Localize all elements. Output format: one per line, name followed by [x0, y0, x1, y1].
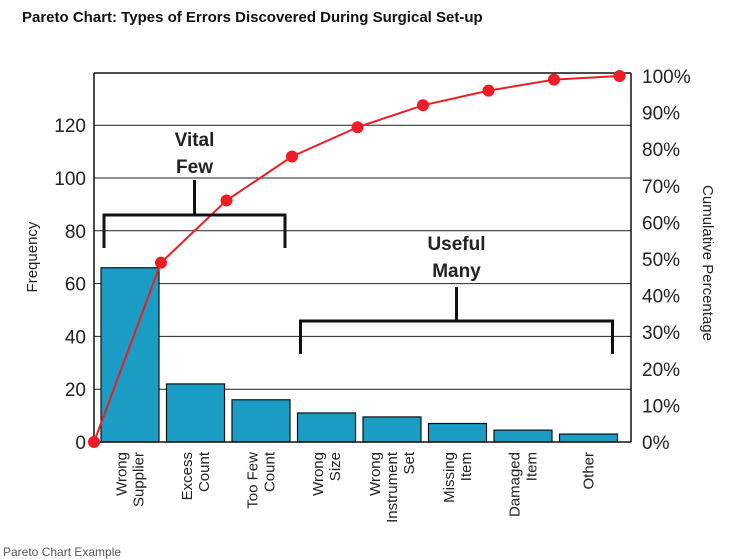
cumulative-point	[417, 99, 429, 112]
annotation-text: Vital	[175, 130, 215, 151]
bar	[493, 429, 553, 443]
y2-tick-label: 80%	[642, 140, 680, 161]
cumulative-point	[613, 70, 626, 82]
chart-title: Pareto Chart: Types of Errors Discovered…	[22, 9, 483, 26]
category-label-line: Wrong	[367, 452, 384, 496]
y-tick-label: 120	[54, 116, 86, 137]
category-label-line: Count	[196, 451, 213, 492]
annotation-bracket: Vital Few	[102, 130, 287, 248]
category-label: Wrong Supplier	[114, 452, 148, 507]
bar	[427, 422, 488, 443]
category-label: Other	[581, 452, 598, 490]
cumulative-point	[482, 84, 495, 97]
cumulative-point	[155, 256, 167, 269]
y-tick-label: 20	[65, 380, 86, 401]
bracket-line	[299, 319, 614, 354]
category-label: Too Few Count	[245, 451, 279, 509]
annotation-bracket: Useful Many	[299, 234, 614, 354]
y2-tick-label: 20%	[642, 360, 680, 381]
cumulative-point	[548, 73, 560, 86]
bar	[296, 412, 357, 443]
bar	[100, 267, 160, 443]
category-label-line: Instrument	[384, 451, 401, 523]
bars	[100, 267, 619, 443]
category-label-line: Item	[458, 452, 475, 481]
y-tick-label: 100	[54, 169, 86, 190]
bar	[231, 399, 291, 443]
category-label: Missing Item	[441, 452, 475, 503]
y2-tick-label: 10%	[642, 396, 680, 417]
category-label: Excess Count	[179, 451, 213, 500]
category-labels: Wrong Supplier Excess Count Too Few Count Wron…	[114, 451, 598, 523]
category-label-line: Wrong	[114, 452, 131, 496]
y2-tick-label: 90%	[642, 104, 680, 125]
grid-lines	[94, 124, 631, 390]
category-label: Damaged Item	[507, 452, 541, 517]
y-tick-label: 60	[65, 275, 86, 296]
y2-tick-label: 40%	[642, 287, 680, 308]
cumulative-point	[220, 194, 233, 207]
y2-tick-label: 50%	[642, 250, 680, 271]
cumulative-point	[286, 150, 298, 163]
category-label-line: Too Few	[245, 452, 262, 509]
category-label: Wrong Instrument Set	[367, 451, 418, 523]
category-label-line: Excess	[179, 452, 196, 500]
y2-tick-label: 100%	[642, 67, 691, 88]
category-label-line: Other	[581, 452, 598, 490]
category-label-line: Supplier	[131, 452, 148, 507]
y-tick-label: 80	[65, 222, 86, 243]
cumulative-line	[88, 70, 626, 448]
y-axis-label: Frequency	[24, 221, 41, 292]
y2-tick-label: 30%	[642, 323, 680, 344]
annotations: Vital Few Useful Many	[102, 130, 614, 354]
category-label-line: Damaged	[507, 452, 524, 517]
category-label-line: Count	[262, 451, 279, 492]
cumulative-point	[88, 436, 100, 448]
cumulative-point	[351, 121, 364, 134]
y2-tick-labels: 0% 10% 20% 30% 40% 50% 60% 70% 80% 90% 100%	[642, 67, 691, 454]
category-label-line: Item	[524, 452, 541, 481]
category-label-line: Set	[401, 451, 418, 474]
category-label-line: Size	[327, 452, 344, 481]
y-tick-labels: 0 20 40 60 80 100 120	[54, 116, 86, 454]
y-tick-label: 40	[65, 327, 86, 348]
bar	[558, 433, 619, 443]
y2-tick-label: 0%	[642, 433, 670, 454]
annotation-text: Few	[176, 157, 213, 178]
y2-tick-label: 70%	[642, 177, 680, 198]
bar	[362, 416, 422, 443]
category-label: Wrong Size	[310, 452, 344, 496]
y2-tick-label: 60%	[642, 213, 680, 234]
y2-axis-label: Cumulative Percentage	[699, 185, 716, 341]
figure-caption: Pareto Chart Example	[3, 545, 122, 559]
annotation-text: Useful	[427, 234, 485, 255]
annotation-text: Many	[432, 261, 481, 282]
axes	[93, 72, 632, 443]
bar	[165, 383, 226, 443]
category-label-line: Missing	[441, 452, 458, 503]
category-label-line: Wrong	[310, 452, 327, 496]
y-tick-label: 0	[75, 433, 86, 454]
